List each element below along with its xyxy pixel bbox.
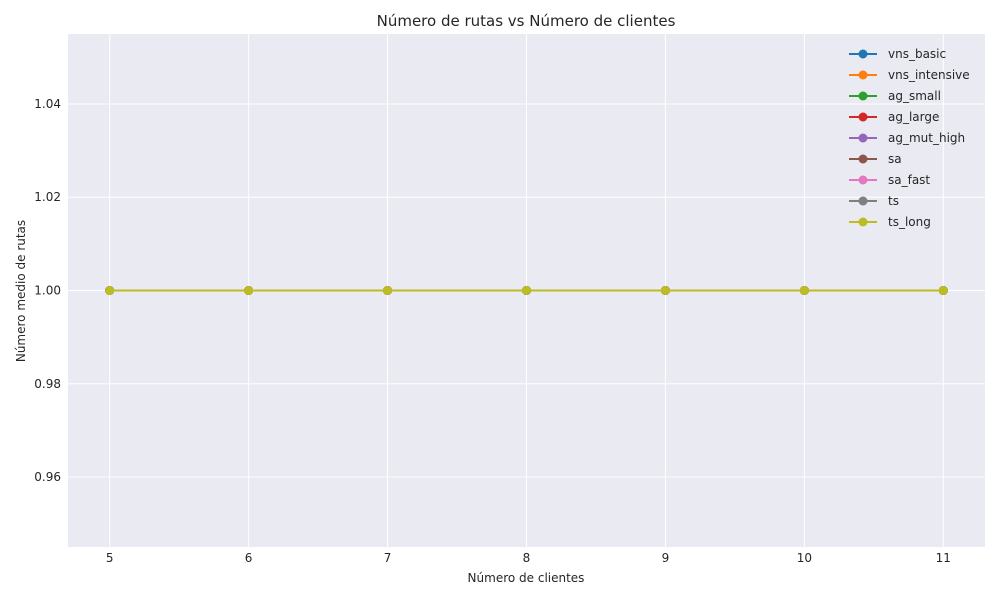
data-point-ts_long: [105, 286, 115, 295]
legend-label: ag_mut_high: [888, 131, 965, 145]
series-layer: [105, 286, 948, 295]
legend-label: sa: [888, 152, 902, 166]
x-axis-label: Número de clientes: [468, 571, 585, 585]
y-tick-label: 0.96: [34, 470, 61, 484]
legend-label: sa_fast: [888, 173, 930, 187]
legend-marker: [858, 112, 868, 122]
legend-item-sa_fast: sa_fast: [849, 173, 930, 187]
legend-item-vns_intensive: vns_intensive: [849, 68, 970, 82]
data-point-ts_long: [660, 286, 670, 295]
legend-item-ag_large: ag_large: [849, 110, 939, 124]
data-point-ts_long: [383, 286, 393, 295]
legend-marker: [858, 154, 868, 164]
legend-marker: [858, 70, 868, 80]
x-tick-label: 9: [662, 551, 670, 565]
legend-item-ag_mut_high: ag_mut_high: [849, 131, 965, 145]
legend-item-sa: sa: [849, 152, 902, 166]
legend-item-ts_long: ts_long: [849, 215, 931, 229]
data-point-ts_long: [799, 286, 809, 295]
legend-label: ts: [888, 194, 899, 208]
chart-title: Número de rutas vs Número de clientes: [377, 12, 676, 30]
y-axis-label: Número medio de rutas: [14, 220, 28, 362]
data-point-ts_long: [938, 286, 948, 295]
y-tick-label: 1.00: [34, 284, 61, 298]
y-tick-label: 0.98: [34, 377, 61, 391]
legend-marker: [858, 217, 868, 227]
legend-marker: [858, 91, 868, 101]
legend-marker: [858, 175, 868, 185]
x-tick-label: 8: [523, 551, 531, 565]
x-tick-label: 11: [936, 551, 951, 565]
legend-item-vns_basic: vns_basic: [849, 47, 946, 61]
x-tick-label: 5: [106, 551, 114, 565]
legend-item-ts: ts: [849, 194, 899, 208]
x-tick-label: 6: [245, 551, 253, 565]
y-tick-label: 1.04: [34, 97, 61, 111]
ticks: 5 6 7 8 9 10 11 0.96 0.98 1.00 1.02 1.04: [34, 97, 951, 565]
x-tick-label: 7: [384, 551, 392, 565]
data-point-ts_long: [244, 286, 254, 295]
legend-item-ag_small: ag_small: [849, 89, 941, 103]
legend-label: vns_basic: [888, 47, 946, 61]
y-tick-label: 1.02: [34, 190, 61, 204]
legend-label: vns_intensive: [888, 68, 970, 82]
legend-marker: [858, 196, 868, 206]
x-tick-label: 10: [797, 551, 812, 565]
legend-label: ag_small: [888, 89, 941, 103]
legend-marker: [858, 49, 868, 59]
data-point-ts_long: [522, 286, 531, 295]
legend-marker: [858, 133, 868, 143]
legend-label: ag_large: [888, 110, 939, 124]
legend: vns_basic vns_intensive ag_small ag_largeag…: [849, 47, 970, 229]
legend-label: ts_long: [888, 215, 931, 229]
